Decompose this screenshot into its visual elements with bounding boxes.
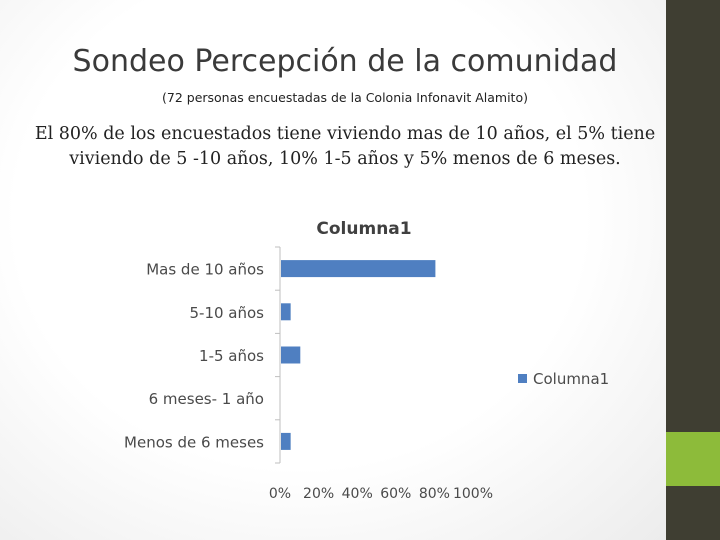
data-bar — [281, 303, 291, 321]
survey-bar-chart: Columna1 Mas de 10 años 5-10 años 1-5 años… — [124, 219, 609, 502]
chart-title: Columna1 — [316, 219, 411, 239]
legend-label: Columna1 — [533, 370, 609, 388]
slide-subtitle: (72 personas encuestadas de la Colonia I… — [162, 90, 528, 105]
x-tick-label: 80% — [419, 486, 450, 502]
x-tick-label: 20% — [303, 486, 334, 502]
slide-title: Sondeo Percepción de la comunidad — [72, 44, 618, 79]
chart-legend: Columna1 — [518, 370, 609, 388]
x-tick-label: 40% — [342, 486, 373, 502]
category-label: 1-5 años — [199, 347, 264, 365]
data-bar — [281, 260, 436, 278]
x-tick-label: 100% — [453, 486, 493, 502]
plot-area: Mas de 10 años 5-10 años 1-5 años 6 meses- … — [124, 246, 493, 502]
decorative-accent-block — [666, 432, 720, 486]
slide-body-text: El 80% de los encuestados tiene viviendo… — [34, 124, 656, 169]
data-bar — [281, 432, 291, 450]
x-tick-label: 0% — [269, 486, 291, 502]
category-label: 5-10 años — [189, 304, 264, 322]
data-bar — [281, 346, 301, 364]
category-label: Mas de 10 años — [146, 261, 264, 279]
category-label: Menos de 6 meses — [124, 433, 264, 451]
category-label: 6 meses- 1 año — [149, 390, 264, 408]
x-tick-label: 60% — [380, 486, 411, 502]
legend-swatch — [518, 374, 527, 383]
